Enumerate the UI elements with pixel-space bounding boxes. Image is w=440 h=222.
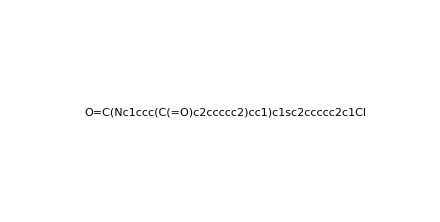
Text: O=C(Nc1ccc(C(=O)c2ccccc2)cc1)c1sc2ccccc2c1Cl: O=C(Nc1ccc(C(=O)c2ccccc2)cc1)c1sc2ccccc2… [84, 107, 367, 117]
